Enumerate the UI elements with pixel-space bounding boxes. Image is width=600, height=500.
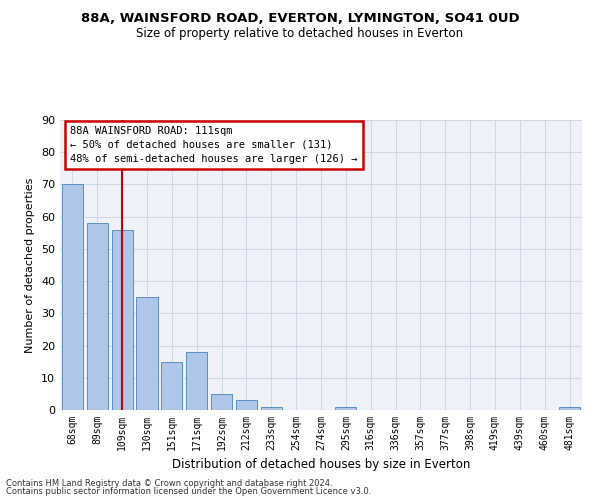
Text: Size of property relative to detached houses in Everton: Size of property relative to detached ho…: [136, 28, 464, 40]
Bar: [87, 223, 108, 410]
Bar: [136, 297, 158, 410]
Bar: [559, 407, 580, 410]
X-axis label: Distribution of detached houses by size in Everton: Distribution of detached houses by size …: [172, 458, 470, 471]
Text: Contains HM Land Registry data © Crown copyright and database right 2024.: Contains HM Land Registry data © Crown c…: [6, 478, 332, 488]
Bar: [112, 230, 133, 410]
Text: Contains public sector information licensed under the Open Government Licence v3: Contains public sector information licen…: [6, 487, 371, 496]
Bar: [335, 407, 356, 410]
Text: 88A WAINSFORD ROAD: 111sqm
← 50% of detached houses are smaller (131)
48% of sem: 88A WAINSFORD ROAD: 111sqm ← 50% of deta…: [70, 126, 358, 164]
Bar: [161, 362, 182, 410]
Bar: [186, 352, 207, 410]
Bar: [236, 400, 257, 410]
Y-axis label: Number of detached properties: Number of detached properties: [25, 178, 35, 352]
Text: 88A, WAINSFORD ROAD, EVERTON, LYMINGTON, SO41 0UD: 88A, WAINSFORD ROAD, EVERTON, LYMINGTON,…: [80, 12, 520, 26]
Bar: [261, 407, 282, 410]
Bar: [62, 184, 83, 410]
Bar: [211, 394, 232, 410]
